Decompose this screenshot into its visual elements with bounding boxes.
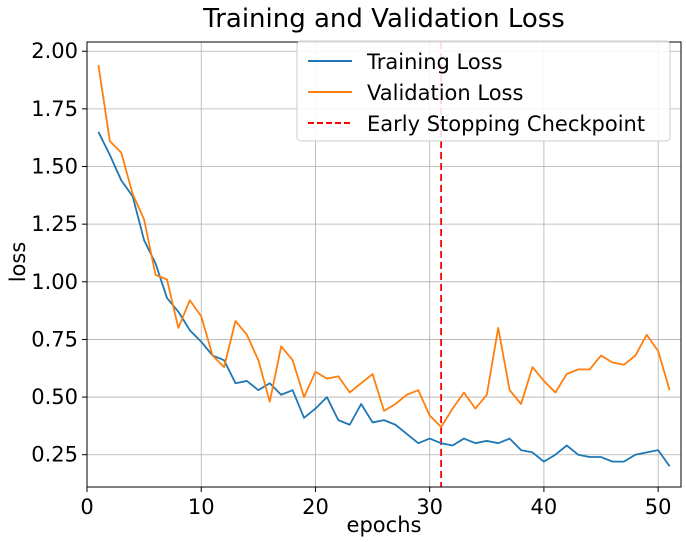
x-tick-label: 10 bbox=[188, 495, 215, 519]
chart-title: Training and Validation Loss bbox=[202, 4, 565, 34]
y-axis-label: loss bbox=[6, 242, 30, 283]
y-tick-label: 0.50 bbox=[31, 385, 78, 409]
x-axis-label: epochs bbox=[347, 513, 422, 537]
validation-loss-line bbox=[97, 64, 671, 428]
y-tick-label: 1.50 bbox=[31, 155, 78, 179]
y-tick-label: 0.75 bbox=[31, 327, 78, 351]
y-tick-label: 2.00 bbox=[31, 39, 78, 63]
legend: Training Loss Validation Loss Early Stop… bbox=[296, 40, 671, 142]
x-tick-label: 30 bbox=[416, 495, 443, 519]
y-tick-label: 1.00 bbox=[31, 270, 78, 294]
y-tick-label: 1.25 bbox=[31, 212, 78, 236]
y-axis-ticks: 0.25 0.50 0.75 1.00 1.25 1.50 1.75 2.00 bbox=[31, 39, 87, 467]
x-tick-label: 40 bbox=[531, 495, 558, 519]
x-tick-label: 50 bbox=[645, 495, 672, 519]
y-tick-label: 0.25 bbox=[31, 443, 78, 467]
x-tick-label: 20 bbox=[302, 495, 329, 519]
legend-label-validation: Validation Loss bbox=[367, 81, 523, 105]
x-tick-label: 0 bbox=[80, 495, 93, 519]
x-axis-ticks: 0 10 20 30 40 50 bbox=[80, 487, 672, 519]
legend-label-training: Training Loss bbox=[366, 50, 503, 74]
legend-label-early-stopping: Early Stopping Checkpoint bbox=[367, 112, 645, 136]
series-lines bbox=[97, 64, 671, 467]
y-tick-label: 1.75 bbox=[31, 97, 78, 121]
training-loss-line bbox=[97, 131, 671, 467]
legend-box bbox=[296, 40, 671, 142]
